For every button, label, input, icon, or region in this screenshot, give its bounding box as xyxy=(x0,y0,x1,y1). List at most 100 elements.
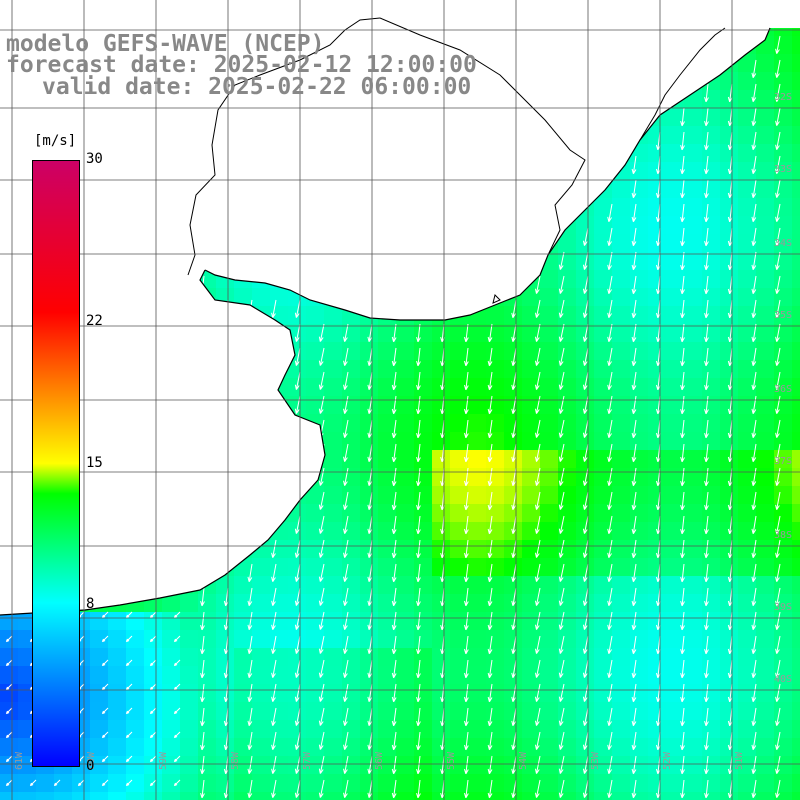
wind-speed-cell xyxy=(756,360,774,378)
wind-vector-arrow xyxy=(775,563,781,582)
wind-speed-cell xyxy=(648,432,666,450)
wind-speed-cell xyxy=(702,612,720,630)
wind-speed-cell xyxy=(18,720,36,738)
wind-vector-arrow xyxy=(751,707,757,727)
wind-vector-arrow xyxy=(775,755,781,774)
wind-vector-arrow xyxy=(607,587,613,606)
wind-speed-cell xyxy=(684,576,702,594)
wind-vector-arrow xyxy=(631,347,637,367)
wind-speed-cell xyxy=(468,396,486,414)
wind-speed-cell xyxy=(648,684,666,702)
wind-speed-cell xyxy=(630,198,648,216)
wind-speed-cell xyxy=(342,594,360,612)
wind-speed-cell xyxy=(684,342,702,360)
wind-speed-cell xyxy=(630,486,648,504)
wind-speed-cell xyxy=(666,594,684,612)
wind-vector-arrow xyxy=(751,635,757,655)
wind-vector-arrow xyxy=(607,707,613,726)
wind-speed-cell xyxy=(558,774,576,792)
wind-speed-cell xyxy=(576,486,594,504)
wind-vector-arrow xyxy=(463,539,469,559)
wind-speed-cell xyxy=(324,504,342,522)
wind-speed-cell xyxy=(792,90,800,108)
wind-speed-cell xyxy=(90,648,108,666)
wind-speed-cell xyxy=(360,684,378,702)
longitude-labels: 61W 60W 59W 58W 57W 56W 55W 54W 53W 52W 51W xyxy=(14,751,745,770)
wind-vector-arrow xyxy=(463,707,469,727)
wind-speed-cell xyxy=(540,504,558,522)
wind-speed-cell xyxy=(90,792,108,800)
wind-speed-cell xyxy=(630,792,648,800)
wind-speed-cell xyxy=(612,792,630,800)
wind-vector-arrow xyxy=(318,683,325,702)
wind-speed-cell xyxy=(504,540,522,558)
wind-speed-cell xyxy=(684,486,702,504)
wind-speed-cell xyxy=(540,378,558,396)
wind-speed-cell xyxy=(270,774,288,792)
wind-vector-arrow xyxy=(200,635,205,655)
wind-speed-cell xyxy=(378,594,396,612)
wind-speed-cell xyxy=(702,342,720,360)
wind-vector-arrow xyxy=(751,563,757,583)
wind-speed-cell xyxy=(576,648,594,666)
wind-vector-arrow xyxy=(558,323,565,342)
wind-speed-cell xyxy=(630,774,648,792)
wind-speed-cell xyxy=(342,792,360,800)
wind-speed-cell xyxy=(504,468,522,486)
wind-vector-arrow xyxy=(463,467,469,487)
wind-vector-arrow xyxy=(53,779,61,787)
wind-speed-cell xyxy=(306,306,324,324)
wind-speed-cell xyxy=(378,612,396,630)
wind-speed-cell xyxy=(378,540,396,558)
wind-speed-cell xyxy=(684,162,702,180)
wind-vector-arrow xyxy=(487,731,493,751)
wind-vector-arrow xyxy=(607,515,613,534)
wind-speed-cell xyxy=(342,702,360,720)
wind-speed-cell xyxy=(792,378,800,396)
wind-speed-cell xyxy=(792,144,800,162)
wind-speed-cell xyxy=(324,756,342,774)
wind-vector-arrow xyxy=(558,635,565,654)
wind-vector-arrow xyxy=(680,779,685,799)
wind-speed-cell xyxy=(522,666,540,684)
wind-speed-cell xyxy=(324,540,342,558)
wind-speed-cell xyxy=(468,378,486,396)
wind-vector-arrow xyxy=(607,491,613,510)
wind-vector-arrow xyxy=(680,227,685,247)
wind-speed-cell xyxy=(126,792,144,800)
wind-speed-cell xyxy=(666,378,684,396)
wind-speed-cell xyxy=(756,162,774,180)
wind-vector-arrow xyxy=(343,611,349,630)
wind-speed-cell xyxy=(558,756,576,774)
wind-vector-arrow xyxy=(558,467,565,486)
wind-speed-cell xyxy=(378,774,396,792)
wind-speed-cell xyxy=(612,486,630,504)
wind-vector-arrow xyxy=(534,347,541,366)
wind-speed-cell xyxy=(468,504,486,522)
wind-speed-cell xyxy=(108,648,126,666)
wind-speed-cell xyxy=(612,504,630,522)
wind-vector-arrow xyxy=(631,563,637,583)
wind-speed-cell xyxy=(558,414,576,432)
wind-speed-cell xyxy=(486,486,504,504)
wind-vector-arrow xyxy=(558,491,565,510)
wind-vector-arrow xyxy=(463,395,469,415)
wind-speed-cell xyxy=(774,684,792,702)
wind-vector-arrow xyxy=(271,731,277,750)
wind-speed-cell xyxy=(792,684,800,702)
wind-speed-cell xyxy=(738,720,756,738)
wind-speed-cell xyxy=(540,576,558,594)
wind-speed-cell xyxy=(756,792,774,800)
colorbar xyxy=(32,160,80,767)
wind-vector-arrow xyxy=(607,251,613,270)
wind-speed-cell xyxy=(504,702,522,720)
wind-speed-cell xyxy=(576,540,594,558)
wind-speed-cell xyxy=(684,432,702,450)
wind-speed-cell xyxy=(648,324,666,342)
wind-speed-cell xyxy=(630,612,648,630)
wind-vector-arrow xyxy=(318,491,325,510)
wind-speed-cell xyxy=(594,306,612,324)
wind-speed-cell xyxy=(288,396,306,414)
wind-speed-cell xyxy=(324,648,342,666)
wind-speed-cell xyxy=(522,414,540,432)
